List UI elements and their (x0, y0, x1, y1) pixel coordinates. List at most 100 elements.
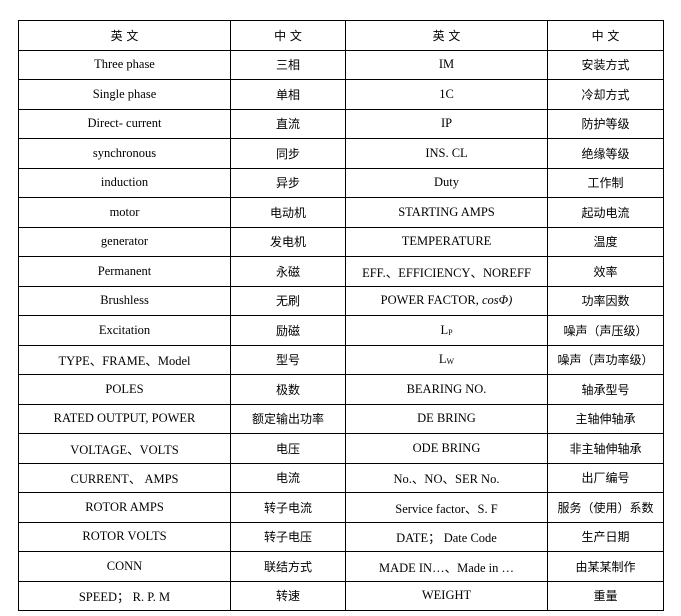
chinese-term-1-text: 同步 (275, 146, 300, 161)
table-row: VOLTAGE、VOLTS 电压 ODE BRING 非主轴伸轴承 (18, 433, 664, 464)
chinese-term-1-text: 型号 (275, 353, 300, 368)
table-row: motor 电动机 STARTING AMPS 起动电流 (18, 197, 664, 228)
english-term-1: motor (18, 197, 231, 228)
english-term-2: No.、NO、SER No. (345, 462, 548, 493)
table-row: SPEED； R. P. M 转速 WEIGHT 重量 (18, 580, 664, 611)
chinese-term-1: 同步 (230, 138, 346, 169)
chinese-term-1-text: 转速 (275, 589, 300, 604)
chinese-term-1-text: 额定输出功率 (251, 412, 324, 427)
chinese-term-1-text: 电流 (275, 471, 300, 486)
header-chinese-1: 中 文 (230, 20, 346, 51)
english-term-1: VOLTAGE、VOLTS (18, 433, 231, 464)
english-term-2-text: INS. CL (425, 145, 468, 160)
chinese-term-1-text: 电压 (275, 441, 300, 456)
chinese-term-2: 起动电流 (547, 197, 664, 228)
english-term-2: WEIGHT (345, 580, 548, 611)
chinese-term-1: 型号 (230, 344, 346, 375)
chinese-term-2: 噪声（声功率级） (547, 344, 664, 375)
chinese-term-1-text: 单相 (275, 87, 300, 102)
chinese-term-1-text: 三相 (275, 58, 300, 73)
chinese-term-1: 转子电流 (230, 492, 346, 523)
english-term-1-text: SPEED； R. P. M (78, 590, 171, 605)
chinese-term-2-text: 生产日期 (581, 530, 630, 545)
english-term-1-text: POLES (105, 381, 144, 396)
english-term-2-text: 1C (439, 86, 454, 101)
header-chinese-2: 中 文 (547, 20, 664, 51)
english-term-1: synchronous (18, 138, 231, 169)
chinese-term-2: 绝缘等级 (547, 138, 664, 169)
chinese-term-1: 电动机 (230, 197, 346, 228)
english-term-2-text: ODE BRING (412, 440, 481, 455)
chinese-term-1-text: 异步 (275, 176, 300, 191)
english-term-2: IP (345, 108, 548, 139)
chinese-term-1: 永磁 (230, 256, 346, 287)
english-term-2: MADE IN…、Made in … (345, 551, 548, 582)
chinese-term-2: 生产日期 (547, 521, 664, 552)
english-term-2-text: BEARING NO. (406, 381, 487, 396)
chinese-term-1: 发电机 (230, 226, 346, 257)
english-term-1-text: synchronous (92, 145, 157, 160)
chinese-term-2: 冷却方式 (547, 79, 664, 110)
table-row: Permanent 永磁 EFF.、EFFICIENCY、NOREFF 效率 (18, 256, 664, 287)
english-term-2-text: Service factor、S. F (395, 501, 498, 516)
chinese-term-2-text: 温度 (593, 235, 618, 250)
english-term-1-text: ROTOR VOLTS (82, 529, 167, 544)
english-term-2-text: MADE IN…、Made in … (378, 560, 515, 575)
english-term-2: STARTING AMPS (345, 197, 548, 228)
english-term-1-text: RATED OUTPUT, POWER (53, 411, 196, 426)
english-term-1-text: induction (100, 175, 149, 190)
chinese-term-2: 效率 (547, 256, 664, 287)
english-term-2-text: WEIGHT (421, 588, 472, 603)
table-row: Excitation 励磁 LP 噪声（声压级） (18, 315, 664, 346)
english-term-2: ODE BRING (345, 433, 548, 464)
english-term-1: Direct- current (18, 108, 231, 139)
english-term-1-text: Single phase (92, 86, 157, 101)
chinese-term-1: 极数 (230, 374, 346, 405)
english-term-1: CURRENT、 AMPS (18, 462, 231, 493)
english-term-2-text: No.、NO、SER No. (393, 472, 500, 487)
chinese-term-1: 直流 (230, 108, 346, 139)
english-term-1-text: generator (100, 234, 149, 249)
chinese-term-2: 由某某制作 (547, 551, 664, 582)
chinese-term-2: 服务（使用）系数 (547, 492, 664, 523)
english-term-2-text: IP (440, 116, 453, 131)
english-term-2: INS. CL (345, 138, 548, 169)
english-term-2: LP (345, 315, 548, 346)
subscript: W (446, 357, 455, 367)
english-term-1-text: Three phase (94, 57, 155, 72)
chinese-term-1: 联结方式 (230, 551, 346, 582)
chinese-term-2: 安装方式 (547, 49, 664, 80)
table-row: Single phase 单相 1C 冷却方式 (18, 79, 664, 110)
chinese-term-1-text: 无刷 (275, 294, 300, 309)
chinese-term-2-text: 出厂编号 (581, 471, 630, 486)
chinese-term-1-text: 直流 (275, 117, 300, 132)
chinese-term-1-text: 联结方式 (263, 559, 312, 574)
english-term-1: RATED OUTPUT, POWER (18, 403, 231, 434)
english-term-2: TEMPERATURE (345, 226, 548, 257)
english-term-2: POWER FACTOR, cosΦ) (345, 285, 548, 316)
chinese-term-1-text: 发电机 (269, 235, 306, 250)
table-row: Three phase 三相 IM 安装方式 (18, 49, 664, 80)
english-term-1-text: Brushless (100, 293, 149, 308)
table-row: RATED OUTPUT, POWER 额定输出功率 DE BRING 主轴伸轴承 (18, 403, 664, 434)
english-term-1: Three phase (18, 49, 231, 80)
chinese-term-2-text: 安装方式 (581, 58, 630, 73)
english-term-2-text: DATE； Date Code (396, 531, 497, 546)
english-term-1-text: Direct- current (87, 116, 162, 131)
table-row: ROTOR AMPS 转子电流 Service factor、S. F 服务（使用）系… (18, 492, 664, 523)
english-term-2-text: EFF.、EFFICIENCY、NOREFF (362, 265, 531, 280)
english-term-2-text: IM (438, 57, 455, 72)
chinese-term-2-text: 轴承型号 (581, 382, 630, 397)
chinese-term-2-text: 服务（使用）系数 (557, 500, 654, 515)
chinese-term-2: 轴承型号 (547, 374, 664, 405)
english-term-1-text: TYPE、FRAME、Model (58, 354, 191, 369)
chinese-term-1: 三相 (230, 49, 346, 80)
chinese-term-1: 励磁 (230, 315, 346, 346)
english-term-1: Single phase (18, 79, 231, 110)
chinese-term-1-text: 电动机 (269, 205, 306, 220)
chinese-term-2: 噪声（声压级） (547, 315, 664, 346)
english-term-2-text: L (440, 322, 449, 337)
table-row: ROTOR VOLTS 转子电压 DATE； Date Code 生产日期 (18, 521, 664, 552)
chinese-term-2: 工作制 (547, 167, 664, 198)
chinese-term-2-text: 噪声（声压级） (563, 323, 648, 338)
